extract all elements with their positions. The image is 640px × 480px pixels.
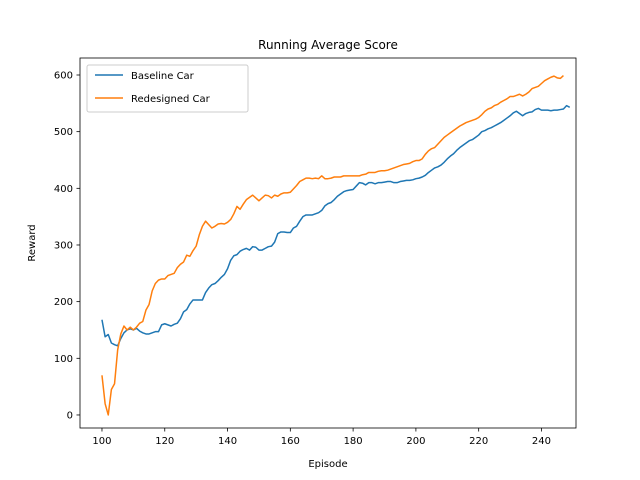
series-layer xyxy=(101,75,571,416)
x-tick-label: 120 xyxy=(155,436,174,447)
y-tick-label: 100 xyxy=(54,354,73,365)
y-tick-label: 500 xyxy=(54,127,73,138)
x-tick-label: 100 xyxy=(92,436,111,447)
x-tick-label: 200 xyxy=(406,436,425,447)
y-tick-label: 400 xyxy=(54,184,73,195)
legend: Baseline Car Redesigned Car xyxy=(86,64,249,113)
x-tick-label: 240 xyxy=(532,436,551,447)
x-axis: 100 120 140 160 180 200 220 240 xyxy=(92,428,551,447)
plot-frame xyxy=(79,57,577,429)
y-tick-label: 600 xyxy=(54,70,73,81)
y-tick-label: 300 xyxy=(54,240,73,251)
x-tick-label: 160 xyxy=(281,436,300,447)
y-tick-label: 0 xyxy=(67,410,73,421)
x-tick-label: 220 xyxy=(469,436,488,447)
x-tick-label: 140 xyxy=(218,436,237,447)
legend-label-redesigned: Redesigned Car xyxy=(131,94,211,105)
series-line-1 xyxy=(101,75,564,416)
legend-box xyxy=(86,64,249,113)
x-axis-label: Episode xyxy=(308,459,347,470)
y-tick-label: 200 xyxy=(54,297,73,308)
series-line-0 xyxy=(101,104,571,347)
y-axis-label: Reward xyxy=(27,224,38,261)
x-tick-label: 180 xyxy=(344,436,363,447)
legend-label-baseline: Baseline Car xyxy=(131,71,195,82)
chart-title: Running Average Score xyxy=(258,38,398,52)
y-axis: 0 100 200 300 400 500 600 xyxy=(54,70,80,421)
